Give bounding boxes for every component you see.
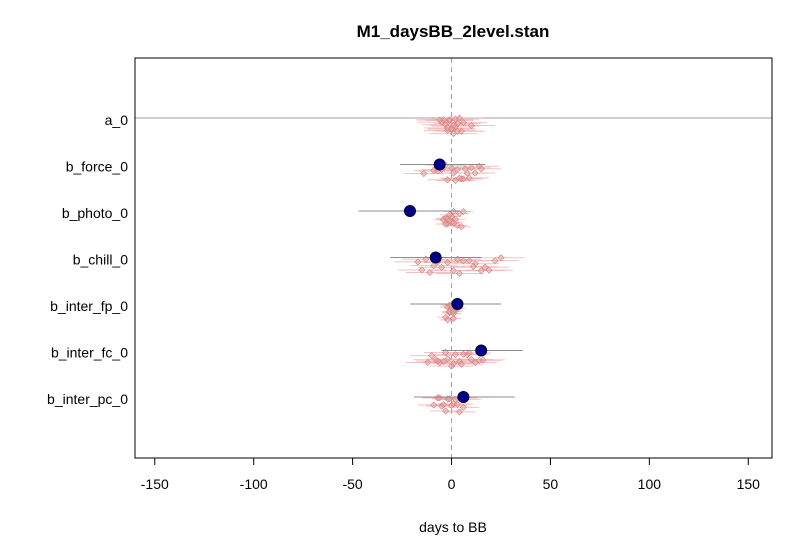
main-point — [403, 205, 416, 217]
group-point — [451, 351, 460, 359]
group-point — [455, 209, 463, 218]
group-point — [459, 350, 467, 358]
group-point — [465, 349, 473, 357]
y-tick-label: b_inter_fc_0 — [51, 345, 128, 361]
group-point — [453, 165, 461, 173]
x-axis-title: days to BB — [419, 519, 487, 535]
group-point — [457, 360, 465, 368]
group-point — [444, 124, 452, 132]
group-point — [471, 169, 479, 177]
group-point — [446, 116, 454, 124]
y-axis-labels: a_0 b_force_0 b_photo_0 b_chill_0 b_inter_fp… — [47, 112, 128, 407]
group-point — [477, 165, 485, 173]
group-point — [420, 169, 428, 178]
plot-area — [135, 58, 772, 458]
group-point — [418, 266, 426, 274]
group-point — [469, 262, 477, 270]
group-point — [465, 257, 473, 265]
x-tick-label: 100 — [638, 476, 662, 492]
group-point — [455, 408, 463, 416]
x-tick-label: 0 — [448, 476, 456, 492]
group-point — [477, 267, 485, 275]
group-point — [414, 258, 422, 266]
group-point — [481, 263, 489, 271]
x-axis: -150 -100 -50 0 50 100 150 — [141, 457, 761, 492]
main-point — [457, 391, 470, 403]
x-tick-label: 150 — [737, 476, 761, 492]
group-point — [430, 401, 438, 409]
group-point — [461, 165, 469, 173]
group-point — [447, 164, 456, 172]
group-point — [459, 257, 467, 265]
group-point — [446, 217, 454, 225]
group-point — [465, 174, 473, 182]
group-point — [457, 223, 465, 231]
group-point — [467, 164, 475, 172]
y-tick-label: a_0 — [105, 112, 129, 128]
group-point — [459, 119, 467, 127]
group-point — [438, 263, 446, 271]
group-point — [453, 400, 461, 408]
x-tick-label: -100 — [240, 476, 268, 492]
group-point — [459, 403, 467, 411]
group-point — [455, 174, 463, 182]
main-point — [475, 344, 488, 357]
group-point — [444, 176, 452, 184]
group-point — [449, 267, 458, 275]
group-point — [424, 359, 432, 367]
group-point — [426, 269, 434, 277]
chart-title: M1_daysBB_2level.stan — [357, 22, 550, 41]
group-point — [447, 401, 456, 410]
group-point — [457, 127, 465, 135]
group-point — [442, 220, 450, 228]
group-point — [446, 308, 454, 316]
main-point — [433, 158, 446, 171]
group-point — [449, 130, 458, 138]
x-tick-label: -50 — [342, 476, 362, 492]
group-point — [467, 121, 475, 129]
group-point — [449, 359, 458, 368]
group-point — [467, 355, 475, 364]
group-point — [497, 254, 505, 262]
group-point — [449, 308, 458, 316]
group-point — [444, 316, 452, 324]
group-point — [444, 259, 452, 267]
group-point — [455, 114, 463, 122]
y-tick-label: b_inter_fp_0 — [50, 298, 128, 314]
main-point — [429, 251, 442, 264]
main-point — [451, 298, 464, 310]
group-point — [444, 355, 452, 363]
group-point — [436, 116, 444, 124]
group-point — [436, 394, 444, 402]
group-point — [449, 169, 458, 177]
group-point — [475, 356, 483, 364]
group-point — [491, 257, 499, 265]
group-point — [485, 266, 493, 274]
y-tick-label: b_force_0 — [66, 159, 128, 175]
y-tick-label: b_inter_pc_0 — [47, 391, 128, 407]
group-point — [440, 401, 448, 409]
group-point — [434, 357, 442, 365]
y-tick-label: b_chill_0 — [73, 252, 128, 268]
group-point — [430, 262, 438, 270]
group-point — [442, 407, 450, 415]
group-point — [428, 352, 436, 360]
x-tick-label: -150 — [141, 476, 169, 492]
group-point — [455, 269, 463, 277]
y-tick-label: b_photo_0 — [62, 205, 128, 221]
group-point — [449, 314, 458, 323]
group-point — [449, 121, 458, 129]
group-point — [451, 395, 460, 403]
x-tick-label: 50 — [543, 476, 559, 492]
